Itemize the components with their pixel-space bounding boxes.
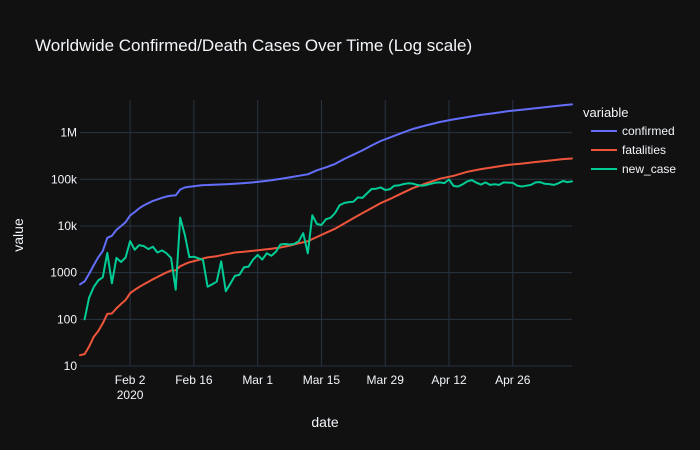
x-tick-label: Mar 1 [242,373,273,387]
x-tick-label: Apr 12 [431,373,467,387]
legend-title: variable [583,105,629,120]
y-tick-label: 1000 [50,266,77,280]
grid-layer [80,100,572,367]
y-tick-label: 100k [51,172,78,186]
chart-title: Worldwide Confirmed/Death Cases Over Tim… [35,36,472,55]
y-tick-label: 1M [60,126,77,140]
y-tick-label: 10k [58,219,78,233]
legend-label-confirmed: confirmed [622,124,675,138]
series-line-fatalities [79,157,573,357]
x-tick-label: Mar 29 [367,373,405,387]
y-tick-label: 10 [64,359,78,373]
legend-label-new-case: new_case [622,162,676,176]
legend-label-fatalities: fatalities [622,143,666,157]
series-line-confirmed [79,103,573,286]
x-axis-title: date [311,414,338,430]
legend: variable confirmed fatalities new_case [583,105,676,176]
y-tick-label: 100 [57,312,77,326]
series-line-new-case [83,178,573,321]
y-axis-ticks: 10 100 1000 10k 100k 1M [50,126,78,373]
y-axis-title: value [10,218,26,252]
x-tick-label: Mar 15 [303,373,341,387]
series-layer [79,103,573,357]
x-tick-sublabel: 2020 [117,388,144,402]
x-tick-label: Feb 16 [175,373,213,387]
x-tick-label: Apr 26 [495,373,531,387]
x-tick-label: Feb 2 [115,373,146,387]
